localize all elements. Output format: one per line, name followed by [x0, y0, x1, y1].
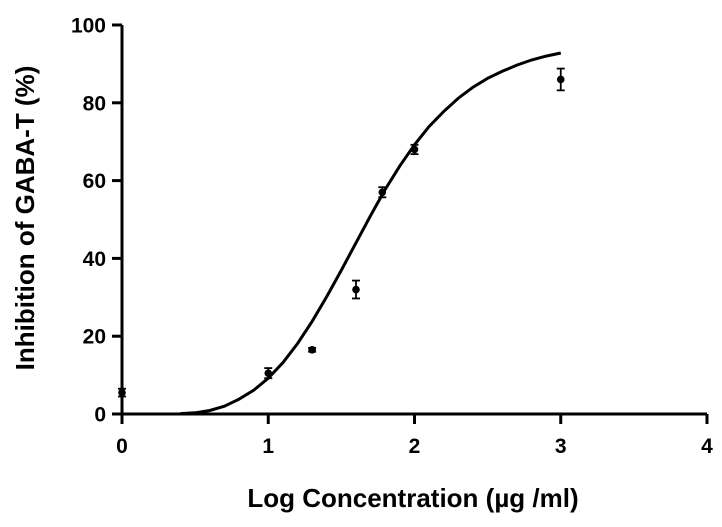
y-tick-label: 100: [71, 15, 106, 38]
y-ticks: 0 20 40 60 80 100: [71, 15, 122, 427]
x-tick-label: 1: [262, 435, 274, 458]
data-point: [352, 285, 360, 294]
x-tick-label: 2: [409, 435, 421, 458]
y-axis-title: Inhibition of GABA-T (%): [10, 66, 40, 371]
y-tick-label: 0: [94, 404, 106, 427]
x-ticks: 0 1 2 3 4: [116, 414, 713, 458]
x-tick-label: 3: [555, 435, 567, 458]
y-tick-label: 20: [83, 326, 106, 349]
data-point: [264, 369, 273, 377]
data-point: [556, 75, 565, 84]
x-axis-title: Log Concentration (µg /ml): [247, 483, 578, 513]
y-tick-label: 80: [83, 92, 106, 115]
y-tick-label: 60: [83, 170, 106, 193]
data-point: [118, 388, 126, 397]
y-tick-label: 40: [83, 248, 106, 271]
axes: [120, 25, 707, 416]
data-point: [308, 346, 316, 354]
fit-curve: [180, 51, 562, 416]
data-point: [410, 145, 419, 154]
x-tick-label: 4: [701, 435, 713, 458]
data-points: [118, 67, 565, 398]
data-point: [378, 188, 387, 197]
x-tick-label: 0: [116, 435, 128, 458]
